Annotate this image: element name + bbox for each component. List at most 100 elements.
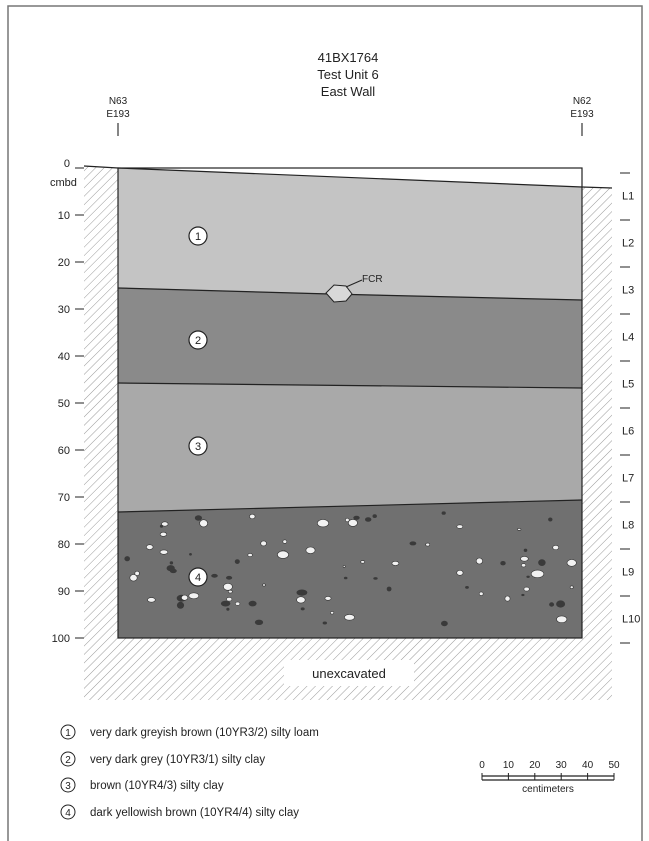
gravel-pebble — [523, 586, 530, 592]
svg-text:4: 4 — [65, 808, 71, 819]
stratum-3-fill — [118, 383, 582, 512]
depth-tick-label: 20 — [58, 257, 70, 269]
gravel-pebble — [324, 596, 332, 601]
level-label: L5 — [622, 379, 634, 391]
scale-bar: centimeters 0 10 20 30 40 50 — [479, 760, 620, 795]
gravel-pebble — [538, 559, 546, 566]
scale-tick-label: 0 — [479, 760, 485, 771]
gravel-pebble — [342, 565, 346, 568]
figure-border — [7, 5, 643, 841]
gravel-pebble — [166, 565, 175, 572]
gravel-pebble — [353, 515, 360, 520]
gravel-pebble — [345, 517, 350, 523]
depth-tick-label: 100 — [52, 633, 70, 645]
depth-tick-label: 40 — [58, 351, 70, 363]
gravel-pebble — [548, 517, 553, 522]
gravel-pebble — [386, 586, 392, 592]
gravel-pebble — [248, 600, 257, 607]
gravel-pebble — [520, 556, 529, 562]
depth-tick-label: 80 — [58, 539, 70, 551]
fcr-label: FCR — [362, 274, 383, 285]
gravel-pebble — [456, 524, 464, 529]
stratum-2-number: 2 — [195, 335, 201, 347]
stratum-3-marker: 3 — [188, 436, 208, 456]
fcr-feature — [325, 284, 353, 303]
gravel-pebble — [194, 515, 202, 521]
unexcavated-label: unexcavated — [312, 666, 386, 681]
gravel-pebble — [372, 514, 377, 518]
legend-text-1: very dark greyish brown (10YR3/2) silty … — [90, 727, 319, 739]
legend-text-4: dark yellowish brown (10YR4/4) silty cla… — [90, 807, 299, 819]
legend: 1 very dark greyish brown (10YR3/2) silt… — [60, 724, 319, 820]
legend-item-4: 4 dark yellowish brown (10YR4/4) silty c… — [60, 804, 299, 820]
gravel-pebble — [124, 556, 130, 562]
level-label: L9 — [622, 567, 634, 579]
gravel-pebble — [146, 544, 154, 550]
gravel-pebble — [530, 569, 545, 579]
svg-text:3: 3 — [65, 781, 71, 792]
gravel-pebble — [296, 589, 308, 596]
stratum-1-fill — [118, 168, 582, 300]
level-label: L4 — [622, 332, 634, 344]
gravel-pebble — [330, 611, 335, 615]
gravel-pebble — [549, 602, 555, 607]
gravel-pebble — [159, 549, 169, 555]
level-label: L3 — [622, 285, 634, 297]
gravel-pebble — [235, 601, 241, 606]
gravel-pebble — [305, 546, 316, 554]
level-label: L10 — [622, 614, 640, 626]
depth-tick-label: 60 — [58, 445, 70, 457]
stratum-3-number: 3 — [195, 441, 201, 453]
gravel-pebble — [456, 569, 464, 576]
scale-tick-label: 10 — [503, 760, 515, 771]
gravel-pebble — [521, 563, 527, 568]
gravel-pebble — [188, 592, 200, 600]
gravel-inclusions — [124, 511, 577, 627]
gravel-pebble — [159, 524, 164, 528]
legend-item-3: 3 brown (10YR4/3) silty clay — [60, 777, 224, 793]
scale-tick-label: 30 — [556, 760, 568, 771]
gravel-pebble — [409, 541, 417, 546]
gravel-pebble — [296, 596, 306, 604]
gravel-pebble — [391, 561, 400, 566]
legend-item-2: 2 very dark grey (10YR3/1) silty clay — [60, 751, 265, 767]
gravel-pebble — [441, 620, 448, 627]
gravel-pebble — [260, 540, 267, 547]
gravel-pebble — [475, 557, 483, 565]
depth-tick-label: 10 — [58, 210, 70, 222]
gravel-pebble — [552, 544, 560, 550]
gravel-pebble — [521, 593, 525, 597]
gravel-pebble — [147, 597, 156, 603]
gravel-pebble — [478, 591, 484, 596]
left-datum-east: E193 — [106, 109, 130, 120]
gravel-pebble — [441, 511, 446, 515]
stratum-4-number: 4 — [195, 572, 201, 584]
gravel-pebble — [556, 600, 566, 608]
unexcavated-hatch — [84, 166, 612, 700]
gravel-pebble — [159, 531, 167, 537]
stratum-4-marker: 4 — [188, 567, 208, 587]
legend-text-3: brown (10YR4/3) silty clay — [90, 780, 224, 792]
gravel-pebble — [189, 553, 192, 556]
gravel-pebble — [234, 559, 240, 564]
stratum-2-marker: 2 — [188, 330, 208, 350]
left-datum-north: N63 — [109, 96, 128, 107]
gravel-pebble — [249, 513, 256, 520]
fcr-leader — [345, 279, 363, 288]
level-label: L8 — [622, 520, 634, 532]
unit-title: Test Unit 6 — [317, 67, 378, 82]
gravel-pebble — [226, 596, 233, 602]
gravel-pebble — [347, 519, 358, 527]
right-datum-east: E193 — [570, 109, 594, 120]
gravel-pebble — [176, 601, 185, 609]
level-label: L1 — [622, 191, 634, 203]
gravel-pebble — [220, 600, 231, 607]
gravel-pebble — [223, 582, 233, 591]
gravel-pebble — [365, 517, 372, 522]
stratum-2-fill — [118, 288, 582, 388]
level-label: L6 — [622, 426, 634, 438]
gravel-pebble — [316, 519, 329, 528]
gravel-pebble — [282, 539, 288, 544]
right-datum-north: N62 — [573, 96, 592, 107]
